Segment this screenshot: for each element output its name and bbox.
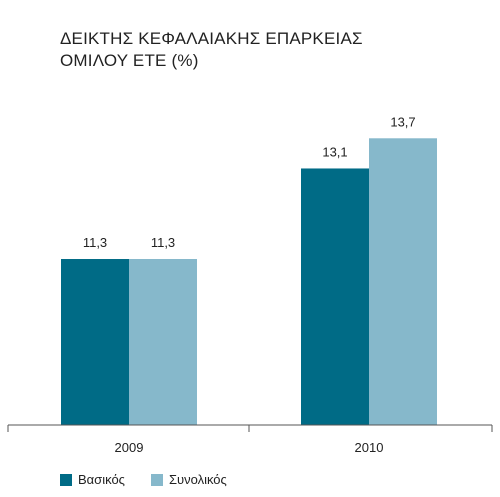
x-tick-label-2009: 2009 xyxy=(115,440,144,455)
legend-label-basic: Βασικός xyxy=(78,472,125,487)
bar-2010-basic xyxy=(301,168,369,425)
chart-title-line-1: ΔΕΙΚΤΗΣ ΚΕΦΑΛΑΙΑΚΗΣ ΕΠΑΡΚΕΙΑΣ xyxy=(60,29,363,48)
bar-2009-basic xyxy=(61,259,129,425)
chart-title: ΔΕΙΚΤΗΣ ΚΕΦΑΛΑΙΑΚΗΣ ΕΠΑΡΚΕΙΑΣ ΟΜΙΛΟΥ ΕΤΕ… xyxy=(60,28,363,72)
chart-title-line-2: ΟΜΙΛΟΥ ΕΤΕ (%) xyxy=(60,51,199,70)
x-tick-label-2010: 2010 xyxy=(355,440,384,455)
legend-item-total: Συνολικός xyxy=(150,472,227,487)
chart-legend: Βασικός Συνολικός xyxy=(60,472,227,487)
legend-label-total: Συνολικός xyxy=(168,472,227,487)
data-label-2009-total: 11,3 xyxy=(151,235,175,250)
data-label-2010-basic: 13,1 xyxy=(322,144,347,159)
legend-swatch-basic xyxy=(60,473,72,486)
bar-2009-total xyxy=(129,259,197,425)
legend-item-basic: Βασικός xyxy=(60,472,125,487)
legend-swatch-total xyxy=(150,473,163,486)
data-label-2009-basic: 11,3 xyxy=(83,235,107,250)
bar-2010-total xyxy=(369,138,437,426)
data-label-2010-total: 13,7 xyxy=(390,114,415,129)
